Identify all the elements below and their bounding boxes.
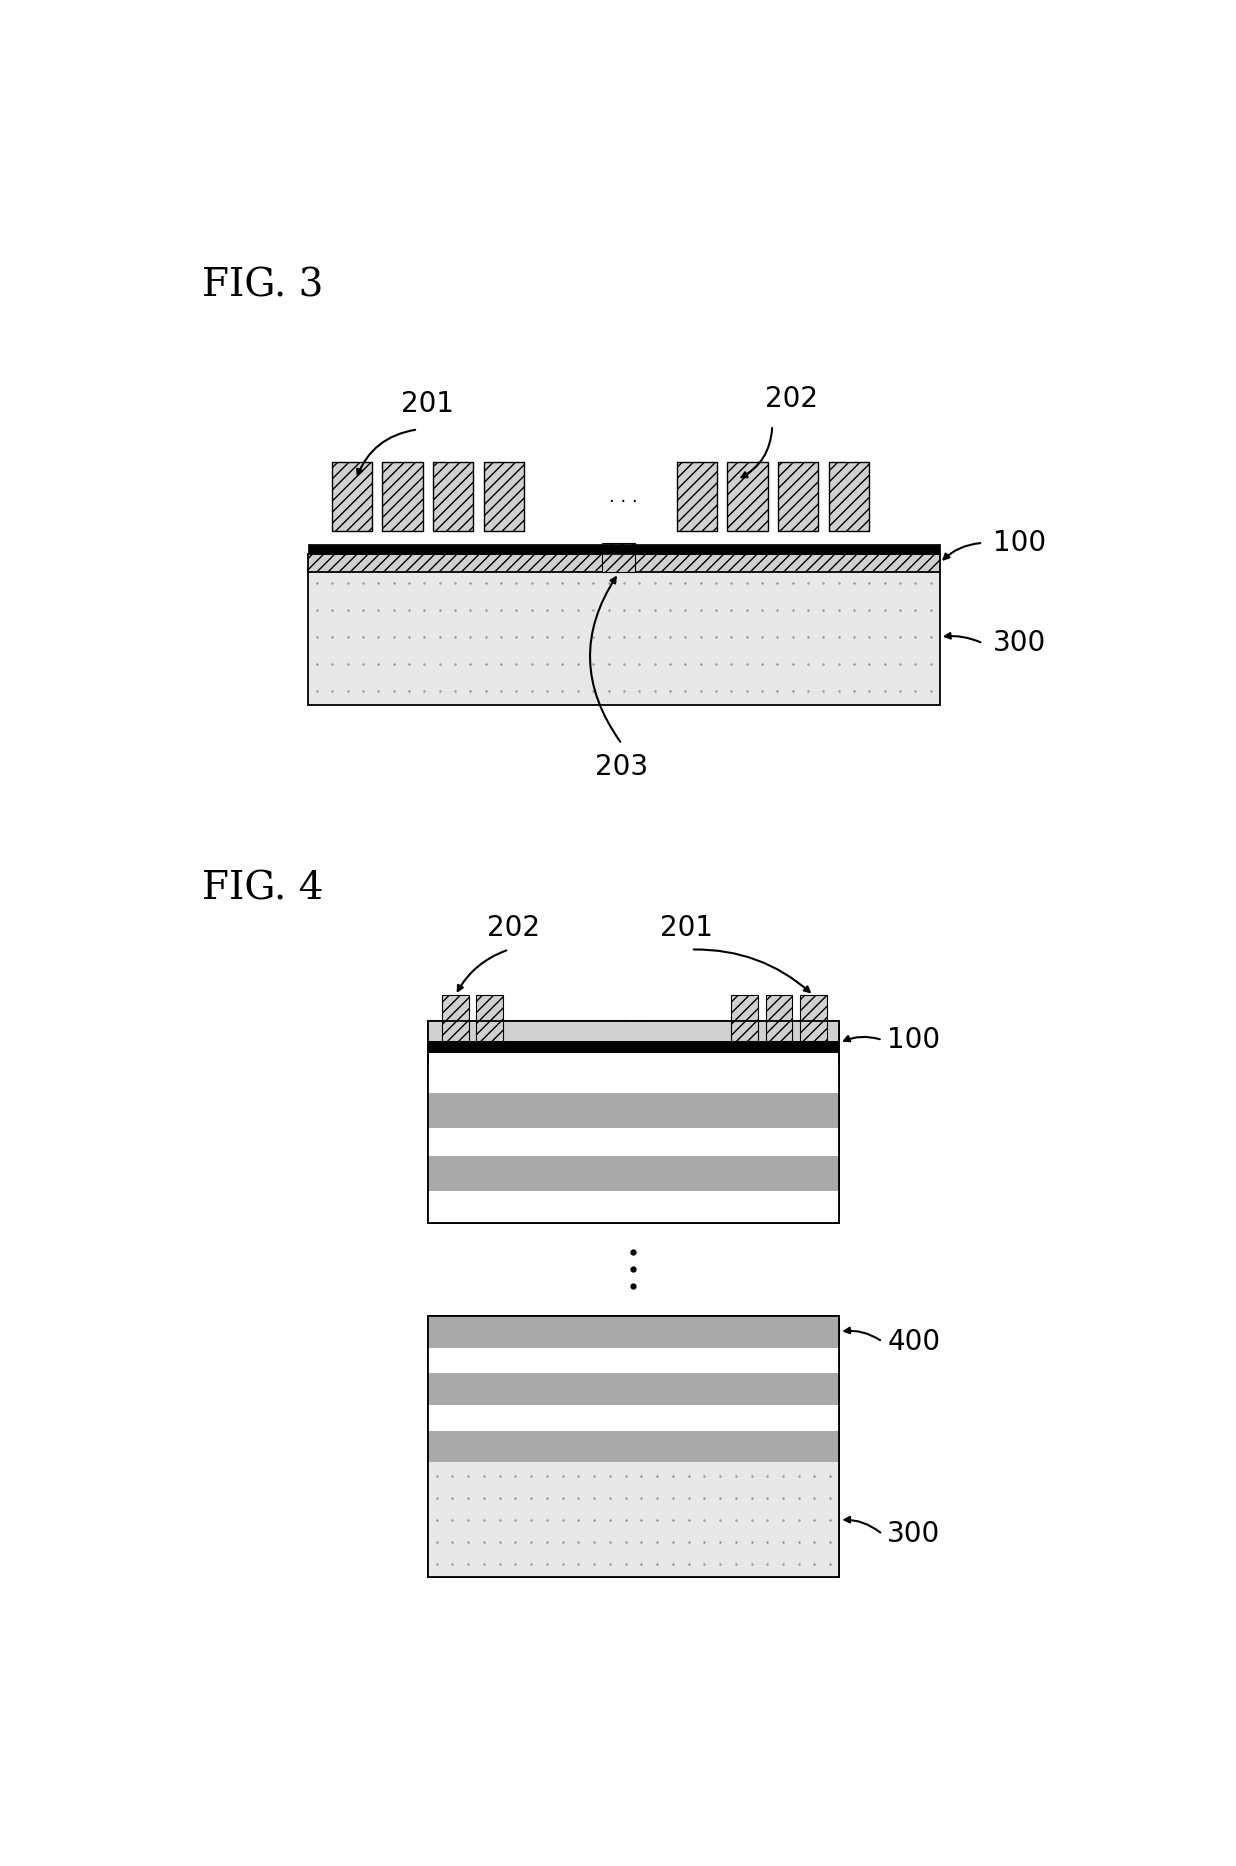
- Bar: [428, 1373, 839, 1405]
- Text: . . .: . . .: [609, 487, 638, 506]
- Text: 202: 202: [765, 384, 818, 412]
- Bar: [428, 1157, 839, 1191]
- Text: FIG. 4: FIG. 4: [203, 870, 324, 907]
- Bar: [727, 463, 768, 532]
- Bar: [829, 463, 869, 532]
- Bar: [428, 1316, 839, 1577]
- Bar: [485, 463, 524, 532]
- Bar: [732, 995, 758, 1041]
- Bar: [476, 995, 503, 1041]
- Bar: [382, 463, 423, 532]
- Bar: [308, 569, 941, 705]
- Text: 100: 100: [993, 528, 1046, 556]
- Bar: [428, 1021, 839, 1041]
- Bar: [428, 1405, 839, 1431]
- Bar: [428, 1093, 839, 1127]
- Bar: [765, 995, 792, 1041]
- Bar: [428, 1021, 839, 1222]
- Bar: [676, 463, 717, 532]
- Bar: [602, 543, 635, 571]
- Bar: [442, 995, 468, 1041]
- Bar: [779, 463, 818, 532]
- Text: 202: 202: [487, 914, 540, 942]
- Bar: [428, 1431, 839, 1463]
- Bar: [428, 1316, 839, 1347]
- Bar: [428, 1316, 839, 1577]
- Bar: [428, 1463, 839, 1577]
- Bar: [428, 1021, 839, 1222]
- Text: . . .: . . .: [623, 1011, 644, 1026]
- Bar: [800, 995, 827, 1041]
- Bar: [428, 1191, 839, 1222]
- Text: 201: 201: [400, 390, 454, 418]
- Text: 400: 400: [887, 1329, 941, 1357]
- Text: FIG. 3: FIG. 3: [203, 267, 324, 304]
- Bar: [428, 1064, 839, 1093]
- Text: 300: 300: [993, 629, 1046, 657]
- Bar: [331, 463, 372, 532]
- Bar: [428, 1347, 839, 1373]
- Bar: [434, 463, 473, 532]
- Bar: [308, 545, 941, 554]
- Text: 100: 100: [887, 1026, 941, 1054]
- Bar: [428, 1127, 839, 1157]
- Bar: [308, 554, 941, 571]
- Bar: [428, 1041, 839, 1052]
- Text: 201: 201: [660, 914, 713, 942]
- Text: 300: 300: [887, 1521, 941, 1549]
- Text: 203: 203: [596, 754, 649, 782]
